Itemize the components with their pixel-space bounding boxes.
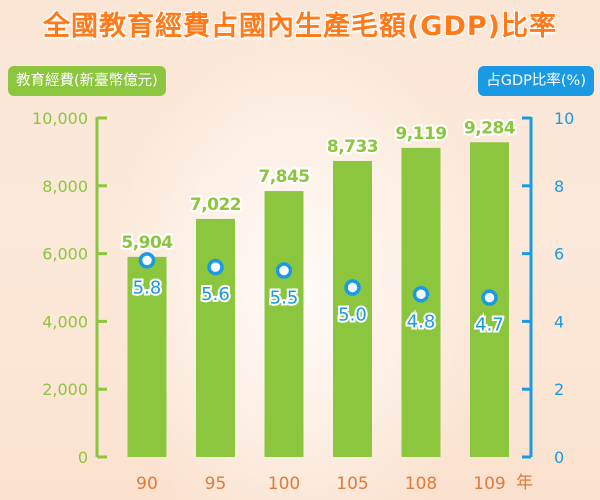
bar-value-label: 9,284 xyxy=(464,118,516,138)
bar xyxy=(127,256,167,457)
left-tick-label: 8,000 xyxy=(42,177,88,196)
bar-value-label: 9,119 xyxy=(395,124,446,144)
ratio-value-label: 4.7 xyxy=(475,315,504,336)
x-tick-label: 90 xyxy=(136,474,158,494)
right-axis-label: 占GDP比率(%) xyxy=(478,66,594,96)
left-tick-label: 6,000 xyxy=(42,245,88,264)
ratio-value-label: 5.0 xyxy=(338,305,367,326)
left-y-axis: 0 2,000 4,000 6,000 8,000 10,000 xyxy=(32,109,107,467)
right-y-axis: 0 2 4 6 8 10 xyxy=(522,109,574,467)
bar-series xyxy=(127,142,509,457)
ratio-value-label: 5.5 xyxy=(270,288,299,309)
ratio-point xyxy=(412,286,430,303)
chart-title: 全國教育經費占國內生產毛額(GDP)比率 xyxy=(42,11,558,42)
ratio-value-label: 5.6 xyxy=(201,284,230,305)
right-tick-label: 4 xyxy=(554,312,564,331)
bar-value-label: 7,022 xyxy=(190,195,241,215)
bar xyxy=(333,160,372,457)
bar-value-label: 5,904 xyxy=(121,233,173,253)
bar xyxy=(196,218,235,457)
left-tick-label: 2,000 xyxy=(42,380,88,399)
left-tick-label: 0 xyxy=(78,448,88,467)
x-tick-label: 100 xyxy=(268,474,300,494)
x-tick-label: 109 xyxy=(473,474,505,494)
ratio-point xyxy=(275,262,293,279)
ratio-series xyxy=(138,252,498,306)
right-tick-label: 10 xyxy=(554,109,574,128)
x-axis-ticks: 90 95 100 105 108 109 年 xyxy=(136,473,533,494)
ratio-point xyxy=(207,258,224,276)
x-tick-label: 108 xyxy=(405,474,437,494)
bar-value-label: 8,733 xyxy=(327,137,378,157)
right-tick-label: 2 xyxy=(554,380,564,399)
right-tick-label: 0 xyxy=(554,448,564,467)
ratio-value-labels: 5.8 5.6 5.5 5.0 4.8 4.7 xyxy=(131,275,506,337)
left-tick-label: 4,000 xyxy=(42,312,88,331)
ratio-value-label: 4.8 xyxy=(407,311,436,332)
bar-value-label: 7,845 xyxy=(258,167,309,187)
bar xyxy=(264,191,304,457)
ratio-point xyxy=(138,252,156,269)
x-tick-label: 95 xyxy=(205,474,227,494)
right-tick-label: 6 xyxy=(554,245,564,264)
left-tick-label: 10,000 xyxy=(32,109,88,128)
x-tick-label: 105 xyxy=(336,474,368,494)
left-axis-label: 教育經費(新臺幣億元) xyxy=(8,66,166,96)
x-unit-label: 年 xyxy=(516,473,533,493)
ratio-point xyxy=(344,279,361,296)
bar-value-labels: 5,904 7,022 7,845 8,733 9,119 9,284 xyxy=(119,116,518,255)
ratio-value-label: 5.8 xyxy=(133,277,162,298)
ratio-point xyxy=(481,289,498,306)
right-tick-label: 8 xyxy=(554,177,564,196)
